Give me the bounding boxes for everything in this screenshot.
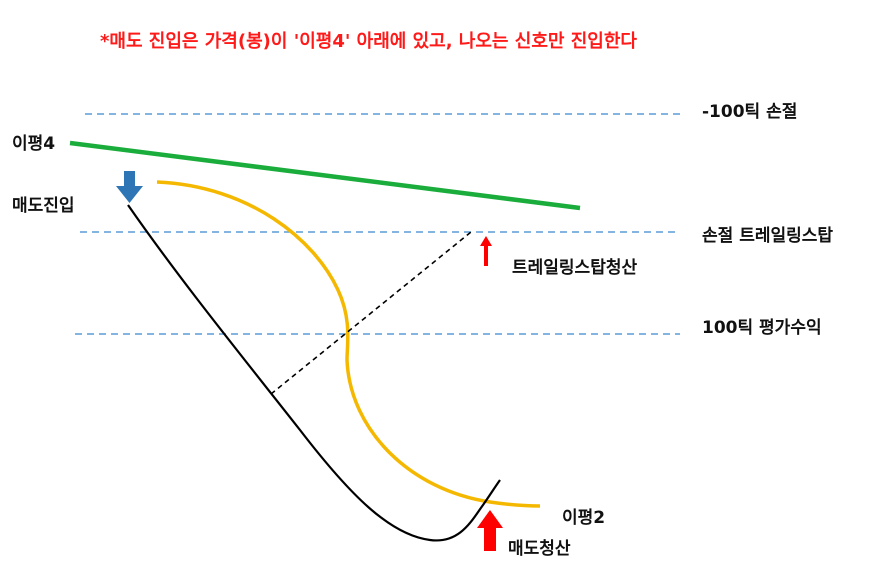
trailing-stop-diagonal [270,231,472,395]
stop-loss-100-label: -100틱 손절 [702,102,798,122]
price-curve [127,204,501,542]
ma4-label: 이평4 [12,134,56,154]
trailing-exit-label: 트레일링스탑청산 [512,258,638,278]
diagram-title: *매도 진입은 가격(봉)이 '이평4' 아래에 있고, 나오는 신호만 진입한… [100,31,637,52]
ma2-curve [156,180,541,508]
profit-100-label: 100틱 평가수익 [702,318,822,338]
ma4-line [69,140,581,211]
exit-label: 매도청산 [508,539,571,559]
entry-label: 매도진입 [12,196,75,216]
trailing-stop-label: 손절 트레일링스탑 [702,226,834,246]
down-arrow-icon [116,171,143,203]
up-arrow-icon [480,236,492,266]
ma2-label: 이평2 [562,508,606,528]
up-arrow-icon [477,510,503,551]
